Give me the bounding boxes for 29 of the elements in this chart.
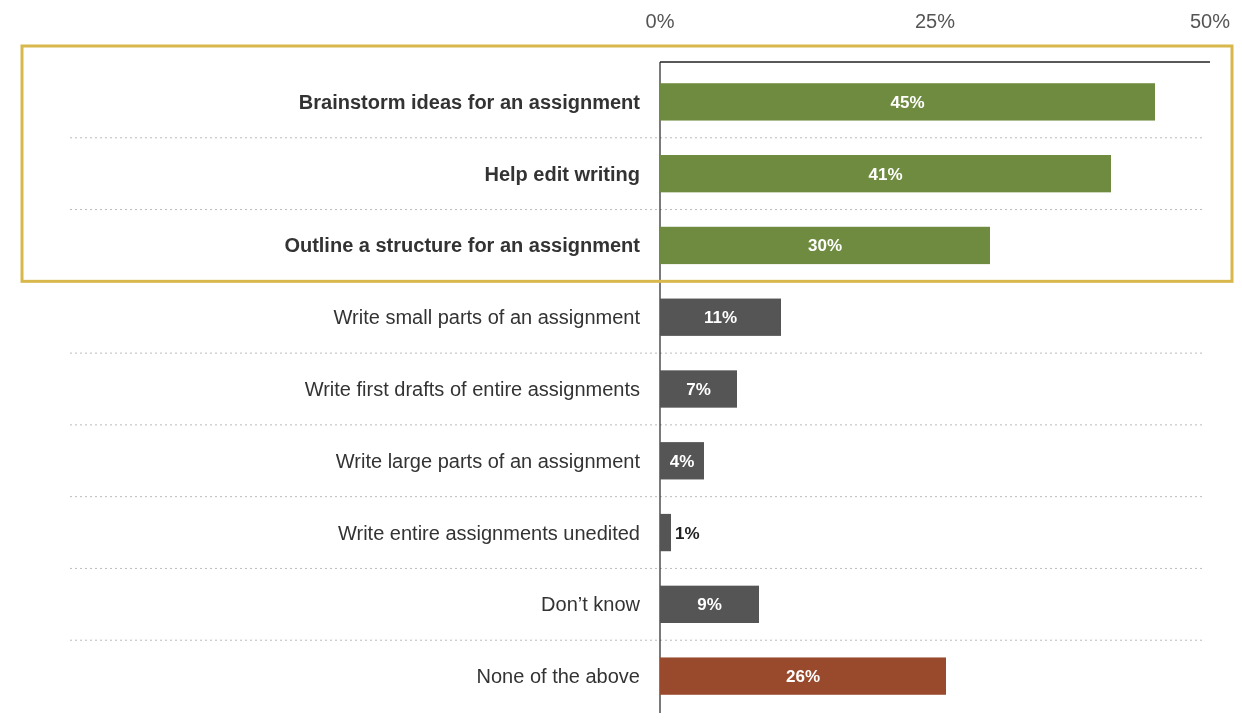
- bar: [660, 585, 759, 623]
- x-tick-label: 25%: [914, 10, 956, 32]
- y-tick-label: Don’t know: [541, 593, 641, 616]
- y-tick-label: Write first drafts of entire assignments: [304, 378, 640, 400]
- y-tick-label: None of the above: [476, 665, 640, 688]
- y-tick-label: Brainstorm ideas for an assignment: [298, 90, 641, 113]
- bar: [660, 370, 737, 408]
- y-tick-label: Outline a structure for an assignment: [284, 234, 641, 257]
- bar: [660, 83, 1155, 121]
- bar: [660, 513, 671, 552]
- x-tick-label: 50%: [1189, 10, 1231, 32]
- data-label: 11%: [703, 308, 738, 328]
- data-label: 9%: [697, 595, 722, 615]
- data-label: 26%: [785, 667, 821, 687]
- y-tick-label: Write entire assignments unedited: [337, 521, 640, 544]
- data-label: 30%: [807, 236, 843, 256]
- data-label: 45%: [890, 92, 925, 112]
- bar: [660, 657, 946, 695]
- y-tick-label: Write small parts of an assignment: [333, 306, 641, 329]
- data-label: 41%: [868, 164, 903, 184]
- y-tick-label: Help edit writing: [484, 162, 640, 185]
- bar: [660, 298, 781, 336]
- y-tick-label: Write large parts of an assignment: [335, 449, 641, 472]
- data-label: 4%: [669, 451, 695, 471]
- bar: [660, 155, 1111, 193]
- bar: [660, 226, 990, 265]
- data-label: 1%: [675, 523, 700, 543]
- data-label: 7%: [686, 380, 711, 399]
- x-tick-label: 0%: [645, 10, 675, 32]
